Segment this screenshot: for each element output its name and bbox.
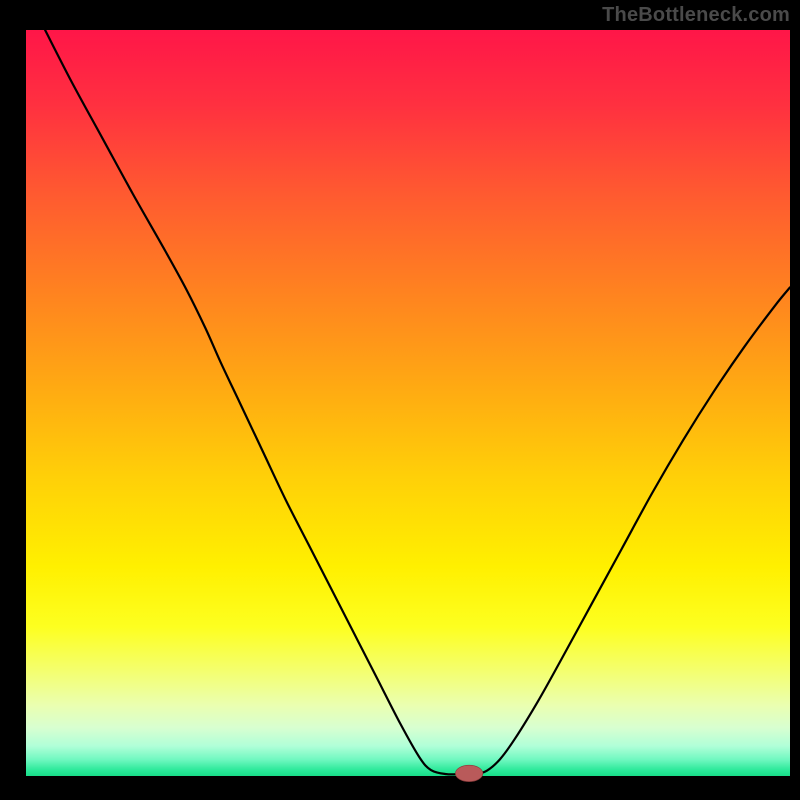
chart-frame: TheBottleneck.com: [0, 0, 800, 800]
watermark-text: TheBottleneck.com: [602, 4, 790, 27]
plot-background: [26, 30, 790, 776]
chart-svg: [0, 0, 800, 800]
optimal-point-marker: [455, 765, 483, 781]
